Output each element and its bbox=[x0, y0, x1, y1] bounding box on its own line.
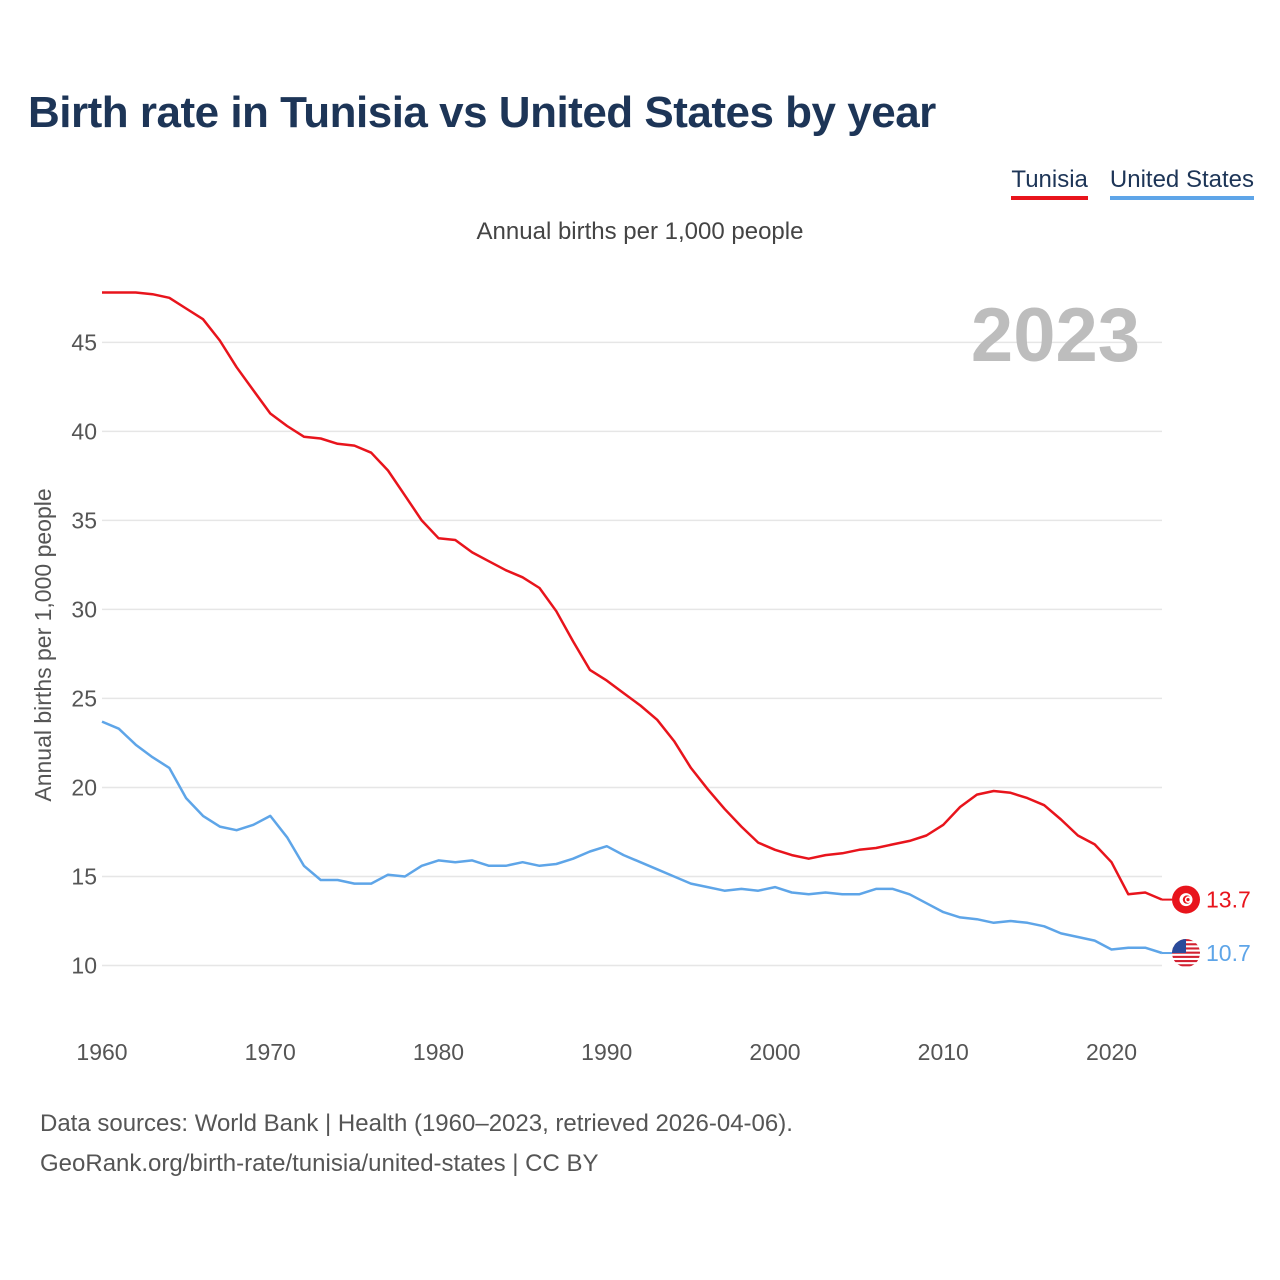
data-sources-text: Data sources: World Bank | Health (1960–… bbox=[40, 1110, 793, 1137]
y-tick-label: 10 bbox=[71, 952, 97, 978]
legend-item-tunisia[interactable]: Tunisia bbox=[1011, 166, 1088, 200]
x-tick-label: 1980 bbox=[413, 1039, 464, 1065]
chart-subtitle: Annual births per 1,000 people bbox=[476, 218, 804, 245]
tunisia-flag-star bbox=[1186, 898, 1190, 902]
y-tick-label: 40 bbox=[71, 418, 97, 444]
y-tick-label: 25 bbox=[71, 685, 97, 711]
series-line-united-states bbox=[101, 720, 1163, 955]
end-value-label-tunisia: 13.7 bbox=[1206, 887, 1251, 913]
year-watermark-label: 2023 bbox=[971, 293, 1140, 378]
y-tick-label: 45 bbox=[71, 329, 97, 355]
x-tick-label: 2000 bbox=[749, 1039, 800, 1065]
series-line-tunisia bbox=[102, 291, 1163, 901]
us-flag-canton bbox=[1172, 939, 1186, 954]
us-flag-stripe bbox=[1172, 955, 1200, 958]
y-tick-label: 15 bbox=[71, 863, 97, 889]
legend: Tunisia United States bbox=[1011, 166, 1254, 200]
chart-title: Birth rate in Tunisia vs United States b… bbox=[28, 88, 936, 137]
legend-item-united-states[interactable]: United States bbox=[1109, 166, 1254, 200]
source-url-text[interactable]: GeoRank.org/birth-rate/tunisia/united-st… bbox=[40, 1150, 599, 1177]
x-tick-label: 1970 bbox=[245, 1039, 296, 1065]
united-states-flag-icon bbox=[1172, 939, 1200, 968]
end-value-label-united-states: 10.7 bbox=[1206, 940, 1251, 966]
x-tick-label: 1960 bbox=[76, 1039, 127, 1065]
x-tick-label: 1990 bbox=[581, 1039, 632, 1065]
y-axis-title: Annual births per 1,000 people bbox=[30, 488, 56, 801]
y-tick-label: 35 bbox=[71, 507, 97, 533]
us-flag-stripe bbox=[1172, 964, 1200, 967]
x-tick-label: 2010 bbox=[918, 1039, 969, 1065]
footer: Data sources: World Bank | Health (1960–… bbox=[40, 1104, 793, 1184]
x-tick-label: 2020 bbox=[1086, 1039, 1137, 1065]
y-tick-label: 20 bbox=[71, 774, 97, 800]
line-chart: 10 15 20 25 30 35 40 45 1960 1970 1980 1990 2000 2010… bbox=[30, 291, 1251, 1065]
us-flag-stripe bbox=[1172, 960, 1200, 963]
y-tick-label: 30 bbox=[71, 596, 97, 622]
